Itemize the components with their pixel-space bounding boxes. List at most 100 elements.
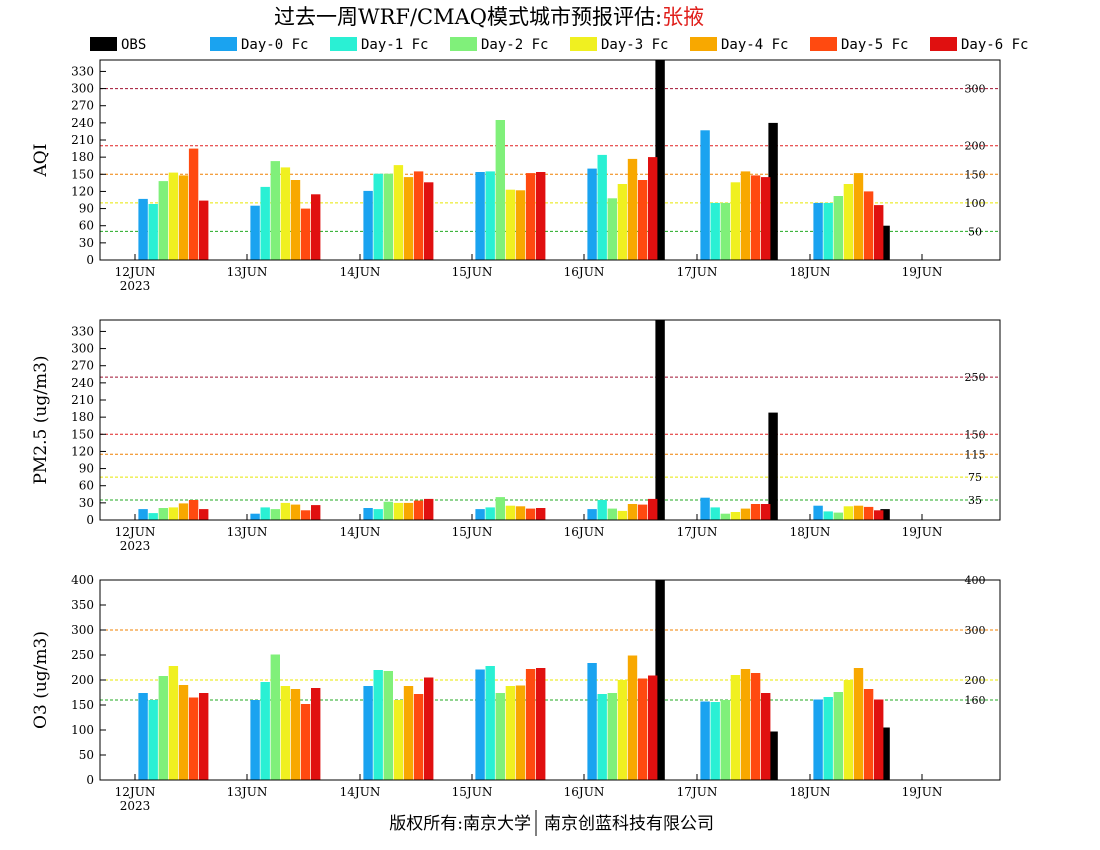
bar-day-5-fc — [300, 208, 311, 260]
bar-day-2-fc — [158, 676, 168, 780]
bar-day-5-fc — [413, 500, 424, 520]
bar-day-4-fc — [178, 175, 189, 260]
legend-swatch — [210, 37, 237, 51]
bar-day-3-fc — [730, 512, 741, 520]
bar-day-1-fc — [260, 682, 270, 780]
bar-day-6-fc — [536, 508, 546, 520]
reference-label: 115 — [965, 448, 986, 461]
bar-day-3-fc — [280, 502, 291, 520]
x-tick-label: 14JUN — [340, 785, 381, 799]
bar-day-3-fc — [730, 182, 741, 260]
reference-label: 100 — [965, 197, 986, 210]
bar-day-0-fc — [700, 701, 710, 780]
y-tick-label: 200 — [71, 673, 94, 687]
bar-day-6-fc — [424, 182, 434, 260]
bar-day-0-fc — [813, 505, 823, 520]
x-tick-label: 12JUN — [115, 785, 156, 799]
legend-label: Day-2 Fc — [481, 37, 548, 53]
y-tick-label: 30 — [79, 496, 94, 510]
plot-frame — [99, 319, 1001, 521]
bar-day-4-fc — [290, 180, 301, 260]
x-tick-label: 15JUN — [452, 785, 493, 799]
reference-label: 250 — [965, 371, 986, 384]
y-tick-label: 210 — [71, 133, 94, 147]
bar-day-2-fc — [495, 120, 505, 260]
bar-day-6-fc — [536, 668, 546, 780]
chart-title: 过去一周WRF/CMAQ模式城市预报评估:张掖 — [274, 5, 704, 29]
reference-label: 50 — [968, 225, 982, 238]
y-tick-label: 330 — [71, 324, 94, 338]
bar-day-2-fc — [607, 693, 617, 780]
bar-day-1-fc — [710, 202, 720, 260]
city-name: 张掖 — [662, 5, 704, 29]
bar-day-3-fc — [168, 172, 179, 260]
x-tick-label: 13JUN — [227, 525, 268, 539]
bar-day-6-fc — [761, 693, 771, 780]
x-tick-label: 13JUN — [227, 785, 268, 799]
x-tick-label: 19JUN — [902, 785, 943, 799]
x-year-label: 2023 — [120, 799, 151, 813]
x-tick-label: 17JUN — [677, 525, 718, 539]
y-tick-label: 270 — [71, 99, 94, 113]
legend-swatch — [690, 37, 717, 51]
bar-day-5-fc — [525, 508, 536, 520]
x-tick-label: 16JUN — [564, 265, 605, 279]
bar-day-1-fc — [710, 507, 720, 520]
legend-label: Day-1 Fc — [361, 37, 428, 53]
bar-day-6-fc — [648, 157, 658, 260]
legend-swatch — [90, 37, 117, 51]
bar-day-0-fc — [363, 508, 373, 520]
x-tick-label: 13JUN — [227, 265, 268, 279]
x-tick-label: 16JUN — [564, 785, 605, 799]
bar-day-2-fc — [270, 654, 280, 780]
bar-obs — [655, 320, 665, 520]
bar-day-0-fc — [138, 509, 148, 520]
bar-day-2-fc — [383, 173, 393, 260]
x-tick-label: 18JUN — [790, 525, 831, 539]
bar-day-2-fc — [720, 202, 730, 260]
bar-day-3-fc — [617, 680, 628, 780]
x-year-label: 2023 — [120, 279, 151, 293]
bar-day-1-fc — [823, 511, 833, 520]
bar-day-6-fc — [761, 177, 771, 260]
x-tick-label: 19JUN — [902, 525, 943, 539]
bar-day-2-fc — [607, 198, 617, 260]
bar-obs — [768, 122, 778, 261]
bar-day-4-fc — [740, 669, 751, 780]
y-tick-label: 150 — [71, 167, 94, 181]
bar-day-0-fc — [587, 509, 597, 520]
bar-day-2-fc — [833, 692, 843, 780]
reference-label: 300 — [965, 624, 986, 637]
y-axis-label: PM2.5 (ug/m3) — [31, 355, 51, 484]
x-tick-label: 14JUN — [340, 525, 381, 539]
y-tick-label: 30 — [79, 236, 94, 250]
bar-day-5-fc — [750, 175, 761, 260]
bar-day-1-fc — [485, 507, 495, 520]
bar-day-5-fc — [750, 504, 761, 520]
bar-day-4-fc — [290, 504, 301, 520]
y-tick-label: 300 — [71, 342, 94, 356]
bar-day-2-fc — [833, 196, 843, 260]
bar-day-4-fc — [403, 686, 414, 780]
bar-obs — [655, 580, 665, 780]
bar-day-3-fc — [280, 686, 291, 780]
bar-day-5-fc — [413, 171, 424, 260]
bar-day-4-fc — [290, 689, 301, 780]
legend-label: OBS — [121, 37, 146, 53]
legend-swatch — [330, 37, 357, 51]
bar-day-5-fc — [637, 180, 648, 260]
x-year-label: 2023 — [120, 539, 151, 553]
bar-obs — [655, 60, 665, 260]
bar-day-5-fc — [300, 510, 311, 520]
bar-day-4-fc — [627, 504, 638, 520]
bar-day-0-fc — [250, 205, 260, 260]
bar-day-5-fc — [413, 694, 424, 780]
y-tick-label: 90 — [79, 202, 94, 216]
y-tick-label: 180 — [71, 410, 94, 424]
bar-day-1-fc — [823, 697, 833, 780]
y-tick-label: 180 — [71, 150, 94, 164]
bar-day-2-fc — [833, 512, 843, 520]
bar-day-6-fc — [874, 510, 884, 520]
